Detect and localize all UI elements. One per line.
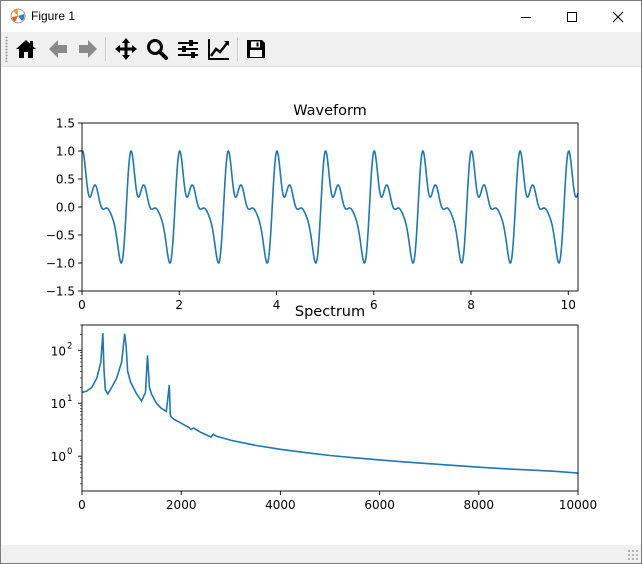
spectrum-y-tick-label: 10 xyxy=(51,397,66,411)
status-bar xyxy=(1,545,641,563)
spectrum-title: Spectrum xyxy=(295,304,365,320)
figure-svg: Waveform 0 2 4 6 8 10 1.51.00.50.0−0.5−1.0−1.… xyxy=(46,103,597,512)
spectrum-y-tick-exponent: 2 xyxy=(67,341,72,351)
waveform-x-ticks: 0 2 4 6 8 10 xyxy=(78,291,576,312)
title-bar[interactable]: Figure 1 xyxy=(1,1,641,32)
waveform-x-tick-label: 0 xyxy=(78,298,86,312)
save-icon xyxy=(247,40,265,58)
waveform-y-tick-label: 0.0 xyxy=(56,201,75,215)
spectrum-x-tick-label: 8000 xyxy=(464,498,495,512)
waveform-y-tick-label: 1.0 xyxy=(56,145,75,159)
spectrum-y-tick-label: 10 xyxy=(51,450,66,464)
edit-axes-icon xyxy=(208,39,229,60)
minimize-icon xyxy=(521,16,531,18)
pan-button[interactable] xyxy=(112,35,140,63)
waveform-y-ticks: 1.5 1.0 0.5 0.0 −0.5 −1.0 −1.5 xyxy=(46,117,82,299)
waveform-y-tick-label: −1.5 xyxy=(46,285,75,299)
spectrum-x-tick-label: 6000 xyxy=(364,498,395,512)
subplots-icon xyxy=(178,40,198,58)
spectrum-axes-frame xyxy=(81,324,579,492)
back-button[interactable] xyxy=(44,35,72,63)
waveform-title: Waveform xyxy=(293,103,367,119)
resize-grip[interactable] xyxy=(627,549,639,561)
toolbar-separator xyxy=(237,37,239,61)
waveform-x-tick-label: 4 xyxy=(273,298,281,312)
zoom-icon xyxy=(147,39,168,60)
matplotlib-logo-icon xyxy=(10,8,26,24)
edit-axes-button[interactable] xyxy=(205,35,233,63)
waveform-y-tick-label: −1.0 xyxy=(46,257,75,271)
forward-button[interactable] xyxy=(74,35,102,63)
waveform-y-tick-label: 1.5 xyxy=(56,117,75,131)
spectrum-y-tick-label: 10 xyxy=(51,344,66,358)
maximize-icon xyxy=(567,11,577,22)
waveform-plot-area xyxy=(82,123,578,291)
back-arrow-icon xyxy=(49,40,67,58)
figure-canvas[interactable]: Waveform 0 2 4 6 8 10 1.5 1.0 0.5 0.0 −0.5 −1.0 −1.… xyxy=(1,67,641,545)
toolbar-grip[interactable] xyxy=(5,36,8,62)
waveform-x-tick-label: 6 xyxy=(370,298,378,312)
maximize-button[interactable] xyxy=(549,1,595,32)
forward-arrow-icon xyxy=(79,40,97,58)
spectrum-x-tick-label: 4000 xyxy=(265,498,296,512)
spectrum-line xyxy=(81,333,579,474)
spectrum-x-tick-label: 10000 xyxy=(559,498,597,512)
subplots-button[interactable] xyxy=(174,35,202,63)
waveform-y-tick-label: −0.5 xyxy=(46,229,75,243)
pan-icon xyxy=(115,38,137,60)
waveform-x-tick-label: 2 xyxy=(175,298,183,312)
home-icon xyxy=(16,40,36,58)
spectrum-x-tick-label: 0 xyxy=(78,498,86,512)
close-icon xyxy=(612,11,624,22)
toolbar-separator xyxy=(105,37,107,61)
spectrum-y-tick-exponent: 0 xyxy=(67,447,72,457)
save-button[interactable] xyxy=(242,35,270,63)
home-button[interactable] xyxy=(12,35,40,63)
spectrum-y-tick-exponent: 1 xyxy=(67,394,72,404)
waveform-y-tick-label: 0.5 xyxy=(56,173,75,187)
spectrum-x-ticks: 0 2000 4000 6000 8000 10000 xyxy=(78,491,597,512)
waveform-x-tick-label: 10 xyxy=(561,298,576,312)
minimize-button[interactable] xyxy=(503,1,549,32)
navigation-toolbar xyxy=(1,32,641,67)
waveform-line xyxy=(81,149,579,265)
close-button[interactable] xyxy=(595,1,641,32)
spectrum-x-tick-label: 2000 xyxy=(166,498,197,512)
zoom-button[interactable] xyxy=(143,35,171,63)
waveform-x-tick-label: 8 xyxy=(467,298,475,312)
window-title: Figure 1 xyxy=(31,9,76,23)
spectrum-plot-area xyxy=(82,325,578,491)
waveform-axes: Waveform 0 2 4 6 8 10 1.5 1.0 0.5 0.0 −0.5 −1.0 −1.… xyxy=(46,103,579,312)
